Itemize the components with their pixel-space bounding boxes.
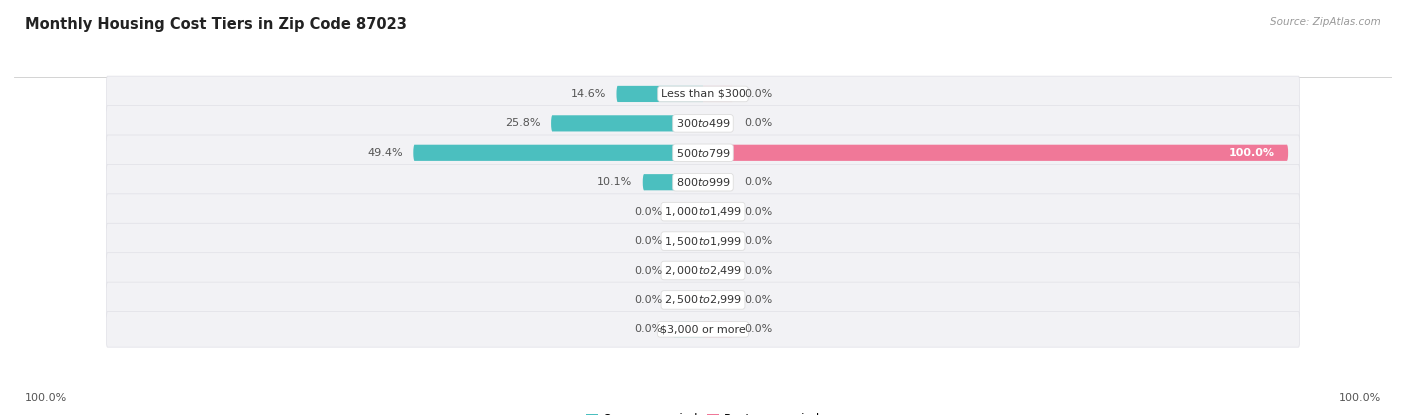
Text: $300 to $499: $300 to $499 (675, 117, 731, 129)
FancyBboxPatch shape (703, 174, 733, 190)
Text: 100.0%: 100.0% (25, 393, 67, 403)
Text: 0.0%: 0.0% (744, 325, 772, 334)
Text: Source: ZipAtlas.com: Source: ZipAtlas.com (1270, 17, 1381, 27)
FancyBboxPatch shape (703, 321, 733, 337)
Text: 25.8%: 25.8% (505, 118, 541, 128)
Text: 10.1%: 10.1% (598, 177, 633, 187)
FancyBboxPatch shape (107, 223, 1299, 259)
FancyBboxPatch shape (107, 135, 1299, 171)
FancyBboxPatch shape (107, 194, 1299, 229)
Text: 0.0%: 0.0% (744, 295, 772, 305)
Text: 49.4%: 49.4% (367, 148, 404, 158)
Text: 100.0%: 100.0% (1229, 148, 1275, 158)
Ellipse shape (551, 115, 554, 132)
Text: 0.0%: 0.0% (634, 236, 662, 246)
Ellipse shape (643, 174, 645, 190)
Text: 14.6%: 14.6% (571, 89, 606, 99)
FancyBboxPatch shape (703, 262, 733, 278)
Text: 100.0%: 100.0% (1339, 393, 1381, 403)
FancyBboxPatch shape (107, 253, 1299, 288)
FancyBboxPatch shape (107, 312, 1299, 347)
Text: 0.0%: 0.0% (744, 89, 772, 99)
FancyBboxPatch shape (107, 164, 1299, 200)
Legend: Owner-occupied, Renter-occupied: Owner-occupied, Renter-occupied (586, 413, 820, 415)
Ellipse shape (616, 86, 619, 102)
FancyBboxPatch shape (673, 203, 703, 220)
Text: $1,500 to $1,999: $1,500 to $1,999 (664, 234, 742, 248)
FancyBboxPatch shape (703, 115, 733, 132)
FancyBboxPatch shape (107, 105, 1299, 141)
FancyBboxPatch shape (415, 145, 703, 161)
Text: 0.0%: 0.0% (744, 266, 772, 276)
Text: 0.0%: 0.0% (744, 207, 772, 217)
Text: 0.0%: 0.0% (744, 118, 772, 128)
FancyBboxPatch shape (617, 86, 703, 102)
Text: $2,500 to $2,999: $2,500 to $2,999 (664, 293, 742, 306)
Text: $1,000 to $1,499: $1,000 to $1,499 (664, 205, 742, 218)
Text: $800 to $999: $800 to $999 (675, 176, 731, 188)
FancyBboxPatch shape (673, 321, 703, 337)
Text: 0.0%: 0.0% (744, 177, 772, 187)
FancyBboxPatch shape (703, 86, 733, 102)
Text: 0.0%: 0.0% (634, 325, 662, 334)
FancyBboxPatch shape (553, 115, 703, 132)
Text: Less than $300: Less than $300 (661, 89, 745, 99)
FancyBboxPatch shape (673, 262, 703, 278)
Text: $2,000 to $2,499: $2,000 to $2,499 (664, 264, 742, 277)
Text: 0.0%: 0.0% (634, 207, 662, 217)
Text: 0.0%: 0.0% (634, 266, 662, 276)
Text: $500 to $799: $500 to $799 (675, 147, 731, 159)
FancyBboxPatch shape (644, 174, 703, 190)
Ellipse shape (413, 145, 416, 161)
FancyBboxPatch shape (703, 233, 733, 249)
Text: 0.0%: 0.0% (634, 295, 662, 305)
FancyBboxPatch shape (703, 203, 733, 220)
FancyBboxPatch shape (703, 145, 1286, 161)
FancyBboxPatch shape (107, 76, 1299, 112)
FancyBboxPatch shape (107, 282, 1299, 318)
Ellipse shape (1285, 145, 1288, 161)
Text: 0.0%: 0.0% (744, 236, 772, 246)
FancyBboxPatch shape (673, 233, 703, 249)
Text: Monthly Housing Cost Tiers in Zip Code 87023: Monthly Housing Cost Tiers in Zip Code 8… (25, 17, 408, 32)
FancyBboxPatch shape (703, 292, 733, 308)
FancyBboxPatch shape (673, 292, 703, 308)
Text: $3,000 or more: $3,000 or more (661, 325, 745, 334)
